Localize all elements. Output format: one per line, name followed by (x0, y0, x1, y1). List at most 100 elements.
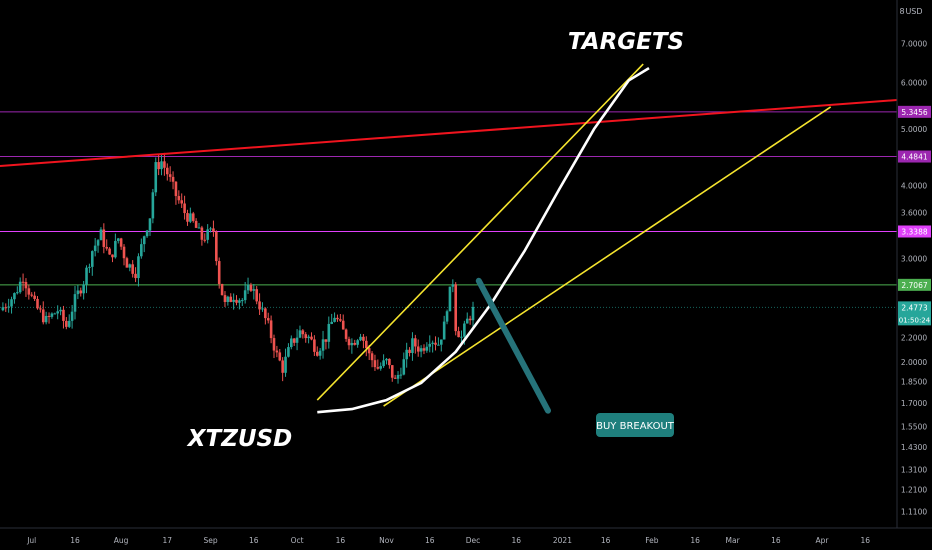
time-tick-label: 16 (512, 536, 522, 545)
candle-body (10, 299, 13, 307)
current-price-badge (898, 301, 931, 326)
price-tick-label: 8 (899, 7, 904, 16)
candle-body (304, 334, 308, 339)
candle-body (379, 366, 383, 369)
candle-body (154, 162, 158, 193)
candle-body (134, 273, 137, 279)
candle-body (73, 294, 77, 312)
candle-body (463, 323, 466, 337)
time-tick-label: Apr (816, 536, 830, 545)
candle-body (16, 292, 19, 294)
time-tick-label: 16 (860, 536, 870, 545)
price-axis[interactable]: 7.0000 6.0000 5.0000 4.0000 3.6000 3.0000 2.20… (896, 0, 932, 528)
candle-body (324, 339, 328, 342)
level-badge-label: 5.3456 (901, 108, 927, 117)
price-tick-label: 3.0000 (901, 255, 927, 264)
candle-body (105, 246, 109, 249)
candle-body (388, 358, 391, 366)
candle-body (330, 321, 333, 324)
candle-body (229, 296, 233, 302)
candle-body (131, 264, 134, 274)
candle-body (373, 360, 377, 368)
time-tick-label: Feb (645, 536, 659, 545)
price-tick-label: 1.7000 (901, 399, 927, 408)
candle-body (33, 295, 36, 299)
candle-body (278, 352, 282, 361)
candle-body (367, 348, 371, 354)
candle-body (442, 321, 446, 340)
candle-body (356, 340, 359, 345)
candle-body (313, 339, 316, 352)
price-tick-label: 1.8500 (901, 378, 927, 387)
candle-body (275, 350, 279, 353)
candle-body (47, 315, 51, 317)
price-tick-label: 2.0000 (901, 358, 927, 367)
candle-body (419, 348, 423, 352)
time-tick-label: Mar (726, 536, 741, 545)
time-tick-label: 17 (163, 536, 173, 545)
candle-body (284, 356, 287, 373)
currency-label: USD (905, 7, 922, 16)
candle-body (318, 350, 322, 356)
countdown-label: 01:50:24 (899, 316, 931, 324)
price-tick-label: 4.0000 (901, 182, 927, 191)
time-tick-label: 16 (771, 536, 781, 545)
candle-body (292, 338, 296, 343)
candle-body (128, 264, 132, 268)
candle-body (177, 196, 181, 201)
annotations: TARGETS XTZUSD BUY BREAKOUT (186, 29, 684, 452)
candle-body (235, 299, 238, 303)
candle-body (96, 240, 100, 246)
candle-body (434, 342, 437, 345)
candle-body (339, 319, 342, 321)
candle-body (468, 318, 472, 321)
buy-breakout-label: BUY BREAKOUT (596, 421, 675, 432)
candle-body (428, 343, 432, 347)
candle-body (142, 236, 146, 245)
time-tick-label: Aug (114, 536, 129, 545)
time-axis[interactable]: Jul 16 Aug 17 Sep 16 Oct 16 Nov 16 Dec 16 2021 16 Feb 1… (0, 527, 932, 550)
time-tick-label: 16 (601, 536, 611, 545)
candle-body (50, 313, 54, 317)
candle-body (171, 176, 175, 182)
candle-body (298, 330, 302, 338)
candle-body (215, 231, 218, 262)
candle-body (465, 318, 469, 324)
candle-body (7, 306, 10, 308)
time-tick-label: 16 (425, 536, 435, 545)
time-axis-background (0, 528, 932, 550)
candle-body (88, 266, 91, 268)
price-tick-label: 6.0000 (901, 78, 927, 87)
time-tick-label: Oct (291, 536, 304, 545)
candle-body (82, 284, 85, 294)
candle-body (226, 296, 230, 302)
level-badge (898, 225, 931, 238)
candle-body (396, 375, 400, 379)
candle-body (281, 360, 284, 373)
candle-body (191, 213, 195, 221)
time-tick-label: Jul (26, 536, 36, 545)
candle-body (272, 338, 276, 351)
candle-body (4, 307, 8, 309)
level-badge-label: 2.7067 (901, 281, 927, 290)
candle-body (53, 313, 57, 315)
candle-body (116, 238, 120, 241)
candle-body (408, 349, 411, 353)
candle-body (382, 360, 385, 367)
candle-body (399, 374, 403, 376)
candle-body (27, 288, 31, 295)
candle-body (370, 353, 374, 361)
candle-body (36, 298, 39, 309)
price-tick-label: 1.3100 (901, 465, 927, 474)
symbol-label: XTZUSD (186, 426, 292, 452)
price-tick-label: 1.4300 (901, 443, 927, 452)
candle-body (79, 290, 83, 294)
time-tick-label: 16 (336, 536, 346, 545)
candle-body (93, 245, 97, 252)
time-tick-label: 16 (690, 536, 700, 545)
candle-body (425, 346, 429, 351)
candle-body (290, 338, 293, 348)
candle-body (189, 213, 192, 222)
candle-body (223, 295, 227, 302)
